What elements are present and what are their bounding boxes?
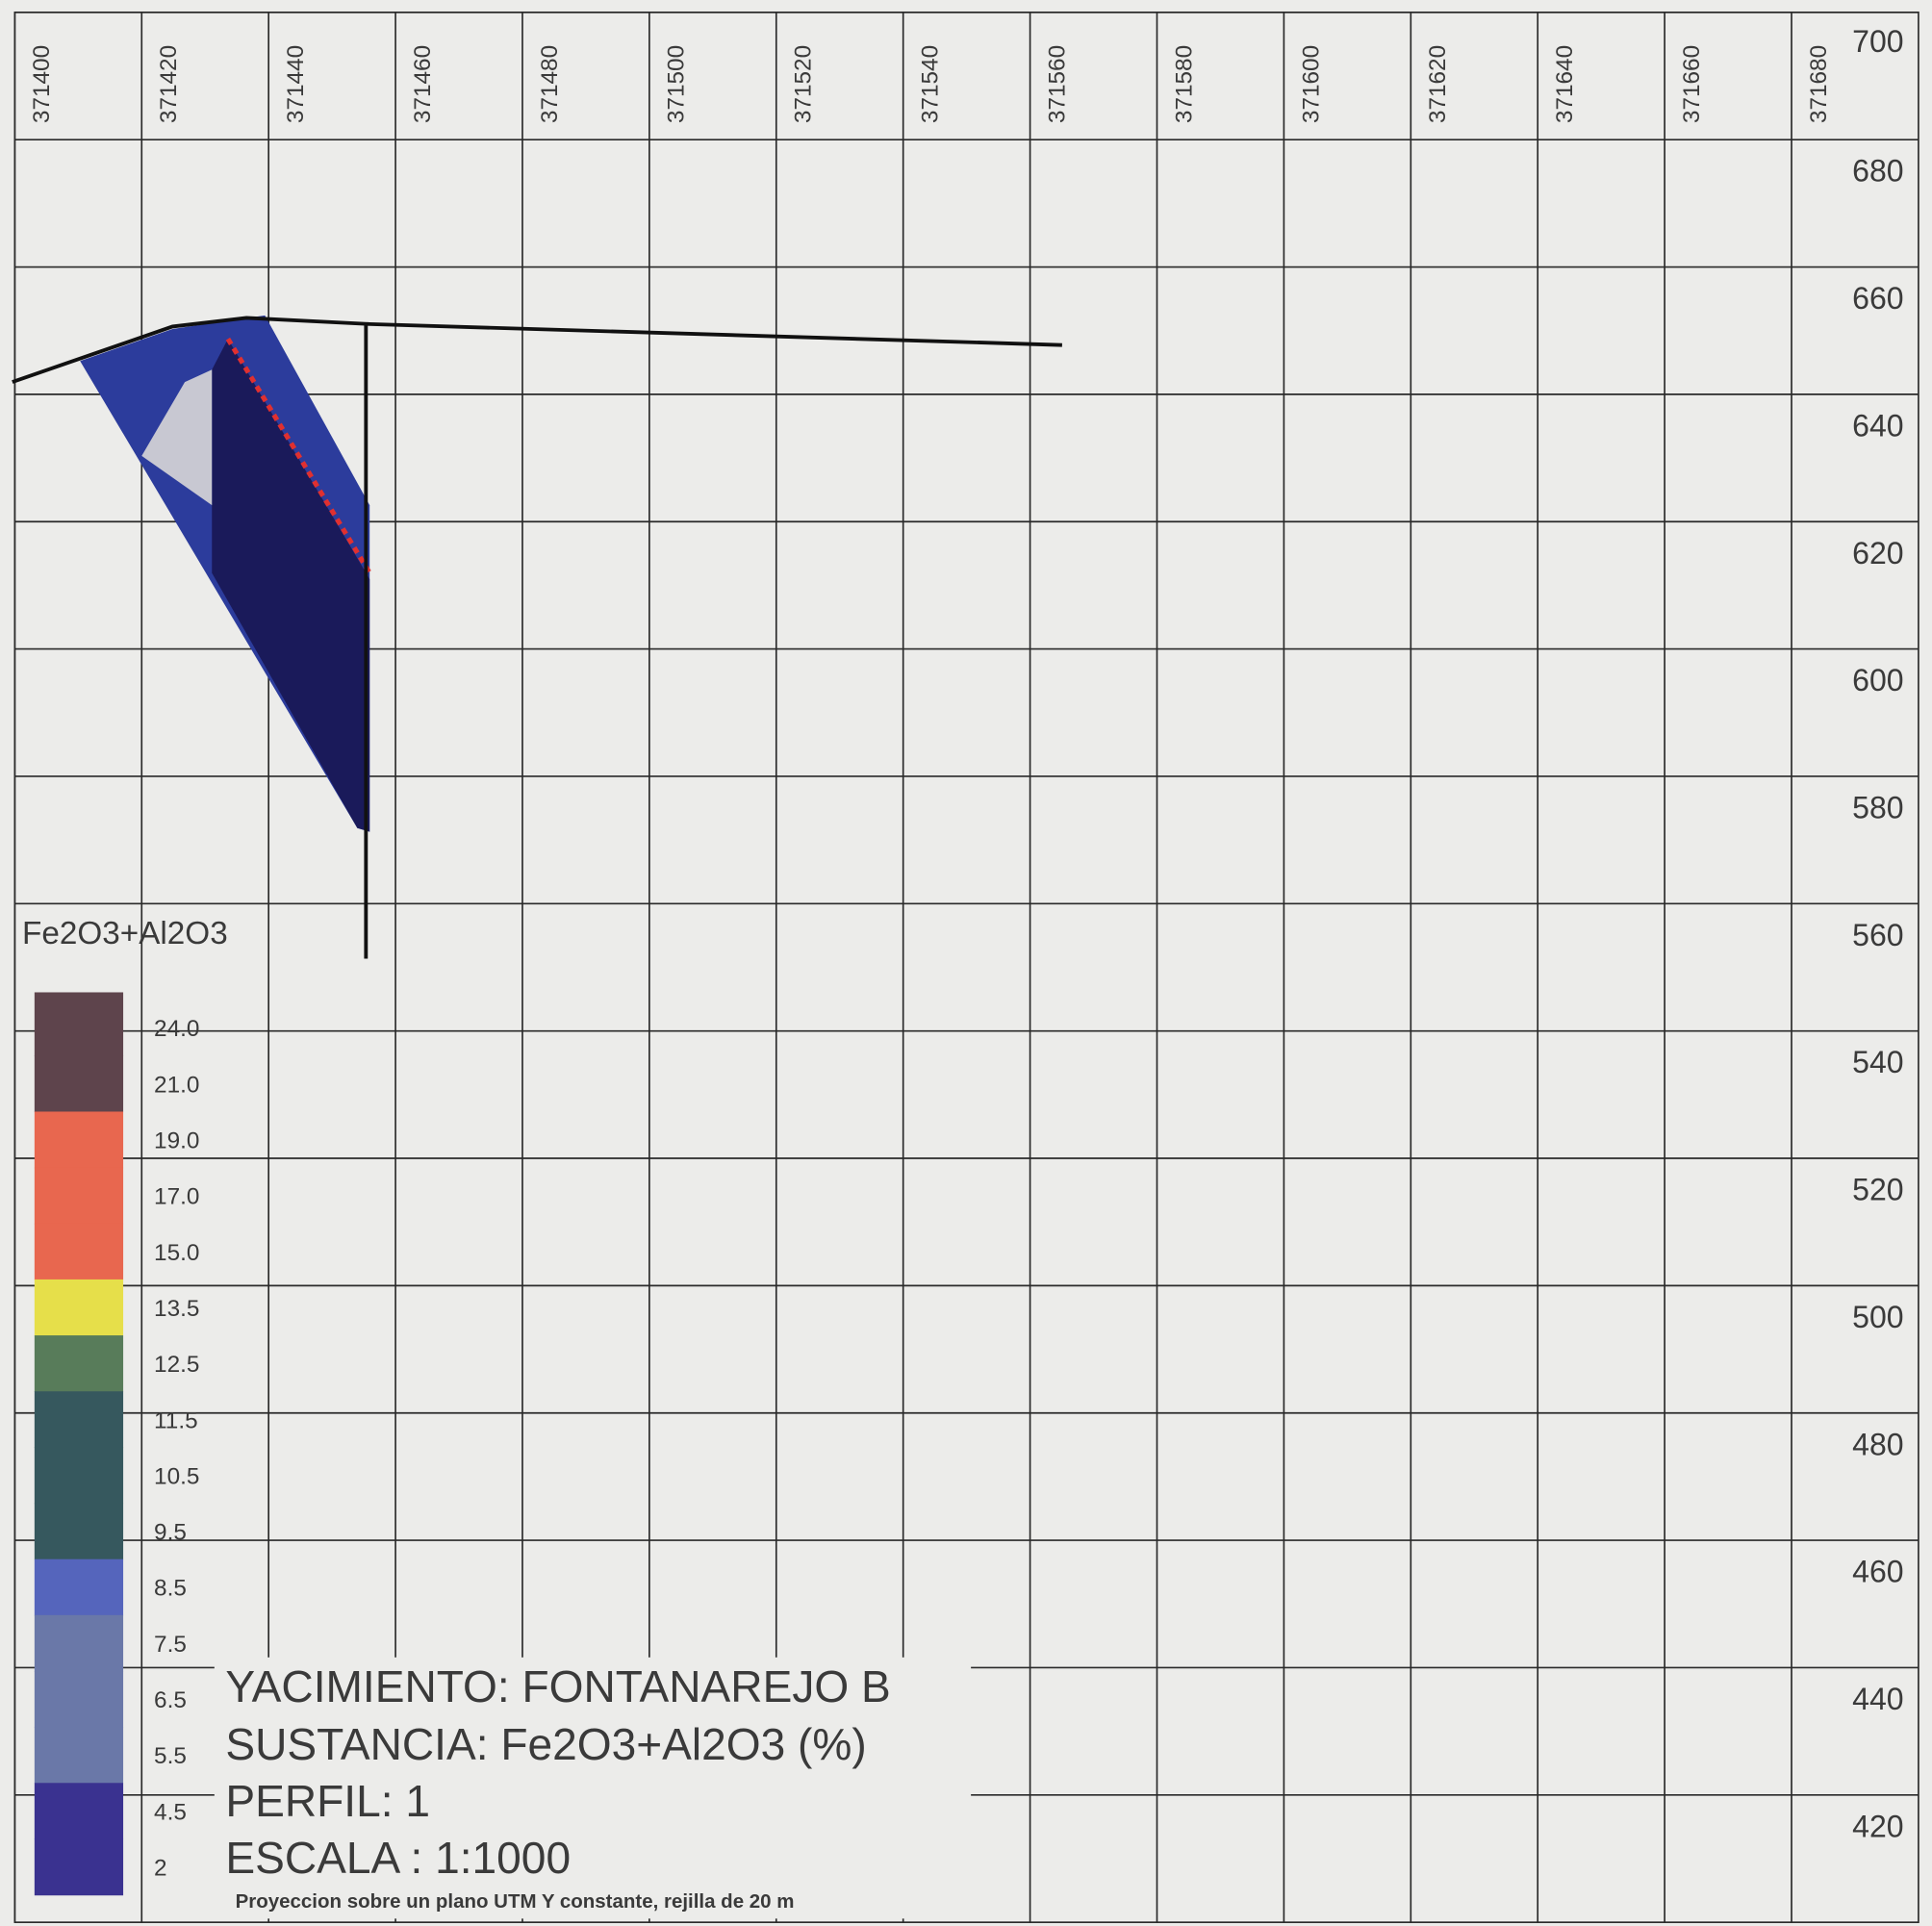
x-tick-label: 371540 — [918, 45, 944, 123]
legend-swatch — [34, 1670, 124, 1728]
legend-swatch — [34, 1614, 124, 1672]
info-line: ESCALA : 1:1000 — [225, 1833, 571, 1883]
legend-swatch — [34, 1447, 124, 1505]
x-tick-label: 371460 — [410, 45, 436, 123]
info-line: YACIMIENTO: FONTANAREJO B — [225, 1661, 890, 1711]
legend-swatch — [34, 1727, 124, 1784]
legend-label: 21.0 — [154, 1072, 199, 1098]
legend-label: 7.5 — [154, 1632, 187, 1658]
legend-label: 19.0 — [154, 1128, 199, 1154]
legend-label: 5.5 — [154, 1743, 187, 1769]
legend-swatch — [34, 1055, 124, 1113]
legend-swatch — [34, 1838, 124, 1896]
high-grade-zone — [225, 337, 372, 574]
y-tick-label: 440 — [1852, 1682, 1903, 1716]
legend-label: 6.5 — [154, 1687, 187, 1713]
legend-label: 15.0 — [154, 1240, 199, 1266]
legend-label: 10.5 — [154, 1463, 199, 1489]
legend-label: 17.0 — [154, 1184, 199, 1210]
y-tick-label: 640 — [1852, 408, 1903, 443]
y-tick-label: 480 — [1852, 1427, 1903, 1461]
legend-swatch — [34, 1503, 124, 1560]
legend-label: 8.5 — [154, 1576, 187, 1602]
y-tick-label: 540 — [1852, 1045, 1903, 1079]
x-tick-label: 371400 — [29, 45, 55, 123]
x-tick-label: 371560 — [1044, 45, 1070, 123]
legend-title: Fe2O3+Al2O3 — [22, 916, 228, 951]
info-block: YACIMIENTO: FONTANAREJO B SUSTANCIA: Fe2… — [225, 1661, 890, 1913]
info-line: SUSTANCIA: Fe2O3+Al2O3 (%) — [225, 1719, 866, 1769]
legend-swatch — [34, 1223, 124, 1280]
frame — [13, 11, 1919, 1923]
info-line: PERFIL: 1 — [225, 1776, 430, 1826]
x-tick-label: 371440 — [283, 45, 309, 123]
legend-swatch — [34, 1559, 124, 1616]
legend-label: 11.5 — [154, 1407, 198, 1433]
y-tick-label: 660 — [1852, 281, 1903, 316]
y-tick-label: 680 — [1852, 154, 1903, 189]
y-tick-label: 600 — [1852, 663, 1903, 697]
legend-label: 24.0 — [154, 1016, 199, 1042]
y-tick-label: 420 — [1852, 1809, 1903, 1843]
info-note: Proyeccion sobre un plano UTM Y constant… — [236, 1890, 795, 1913]
x-tick-label: 371660 — [1679, 45, 1705, 123]
legend-swatch — [34, 1279, 124, 1336]
legend-label: 12.5 — [154, 1352, 199, 1378]
x-tick-label: 371500 — [664, 45, 690, 123]
x-tick-label: 371620 — [1425, 45, 1451, 123]
legend-label: 4.5 — [154, 1799, 187, 1825]
legend-swatch — [34, 992, 124, 1056]
legend-label: 2 — [154, 1855, 167, 1881]
y-tick-label: 560 — [1852, 918, 1903, 952]
x-tick-label: 371640 — [1552, 45, 1578, 123]
legend: Fe2O3+Al2O3 24.0 21.0 19.0 17.0 15.0 13.5 12.5… — [22, 916, 228, 1896]
y-tick-label: 460 — [1852, 1555, 1903, 1589]
legend-swatch — [34, 1167, 124, 1225]
body-core — [212, 339, 370, 832]
body-patch — [141, 369, 213, 506]
grid: 371400 371420 371440 371460 371480 371500 3715… — [13, 11, 1919, 1923]
y-tick-label: 500 — [1852, 1300, 1903, 1334]
topography — [12, 316, 1062, 384]
x-tick-label: 371480 — [537, 45, 563, 123]
legend-swatch — [34, 1783, 124, 1840]
x-tick-label: 371600 — [1298, 45, 1324, 123]
x-tick-label: 371680 — [1806, 45, 1832, 123]
legend-swatch — [34, 1391, 124, 1449]
y-tick-label: 700 — [1852, 24, 1903, 59]
legend-swatch — [34, 1335, 124, 1392]
x-tick-label: 371520 — [791, 45, 817, 123]
x-tick-label: 371580 — [1171, 45, 1197, 123]
y-tick-label: 580 — [1852, 790, 1903, 824]
y-tick-label: 620 — [1852, 536, 1903, 570]
legend-label: 13.5 — [154, 1296, 199, 1322]
x-tick-label: 371420 — [156, 45, 182, 123]
legend-swatch — [34, 1111, 124, 1169]
legend-label: 9.5 — [154, 1520, 187, 1546]
info-background — [214, 1657, 972, 1919]
ore-body — [12, 315, 1062, 959]
y-tick-label: 520 — [1852, 1173, 1903, 1207]
